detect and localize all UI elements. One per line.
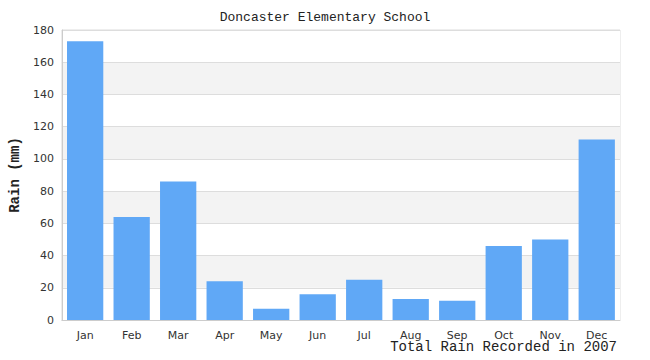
svg-text:Total Rain Recorded in 2007: Total Rain Recorded in 2007 <box>390 339 617 355</box>
svg-text:100: 100 <box>33 152 54 165</box>
svg-text:May: May <box>260 329 283 342</box>
svg-text:0: 0 <box>47 314 54 327</box>
svg-text:Apr: Apr <box>215 329 235 342</box>
svg-text:60: 60 <box>40 217 54 230</box>
svg-text:80: 80 <box>40 185 54 198</box>
svg-text:160: 160 <box>33 56 54 69</box>
svg-text:Oct: Oct <box>494 329 514 342</box>
svg-text:180: 180 <box>33 24 54 37</box>
svg-text:20: 20 <box>40 281 54 294</box>
svg-text:Sep: Sep <box>446 329 468 342</box>
svg-text:Jan: Jan <box>76 329 94 342</box>
svg-text:Jul: Jul <box>357 329 371 342</box>
svg-text:Nov: Nov <box>539 329 561 342</box>
svg-text:Feb: Feb <box>122 329 141 342</box>
svg-text:140: 140 <box>33 88 54 101</box>
svg-text:Dec: Dec <box>586 329 608 342</box>
svg-text:Rain (mm): Rain (mm) <box>7 137 23 213</box>
svg-text:40: 40 <box>40 249 54 262</box>
svg-text:Doncaster Elementary School: Doncaster Elementary School <box>220 10 431 25</box>
svg-text:Aug: Aug <box>400 329 422 342</box>
svg-text:Mar: Mar <box>168 329 189 342</box>
svg-text:Jun: Jun <box>308 329 326 342</box>
svg-text:120: 120 <box>33 120 54 133</box>
